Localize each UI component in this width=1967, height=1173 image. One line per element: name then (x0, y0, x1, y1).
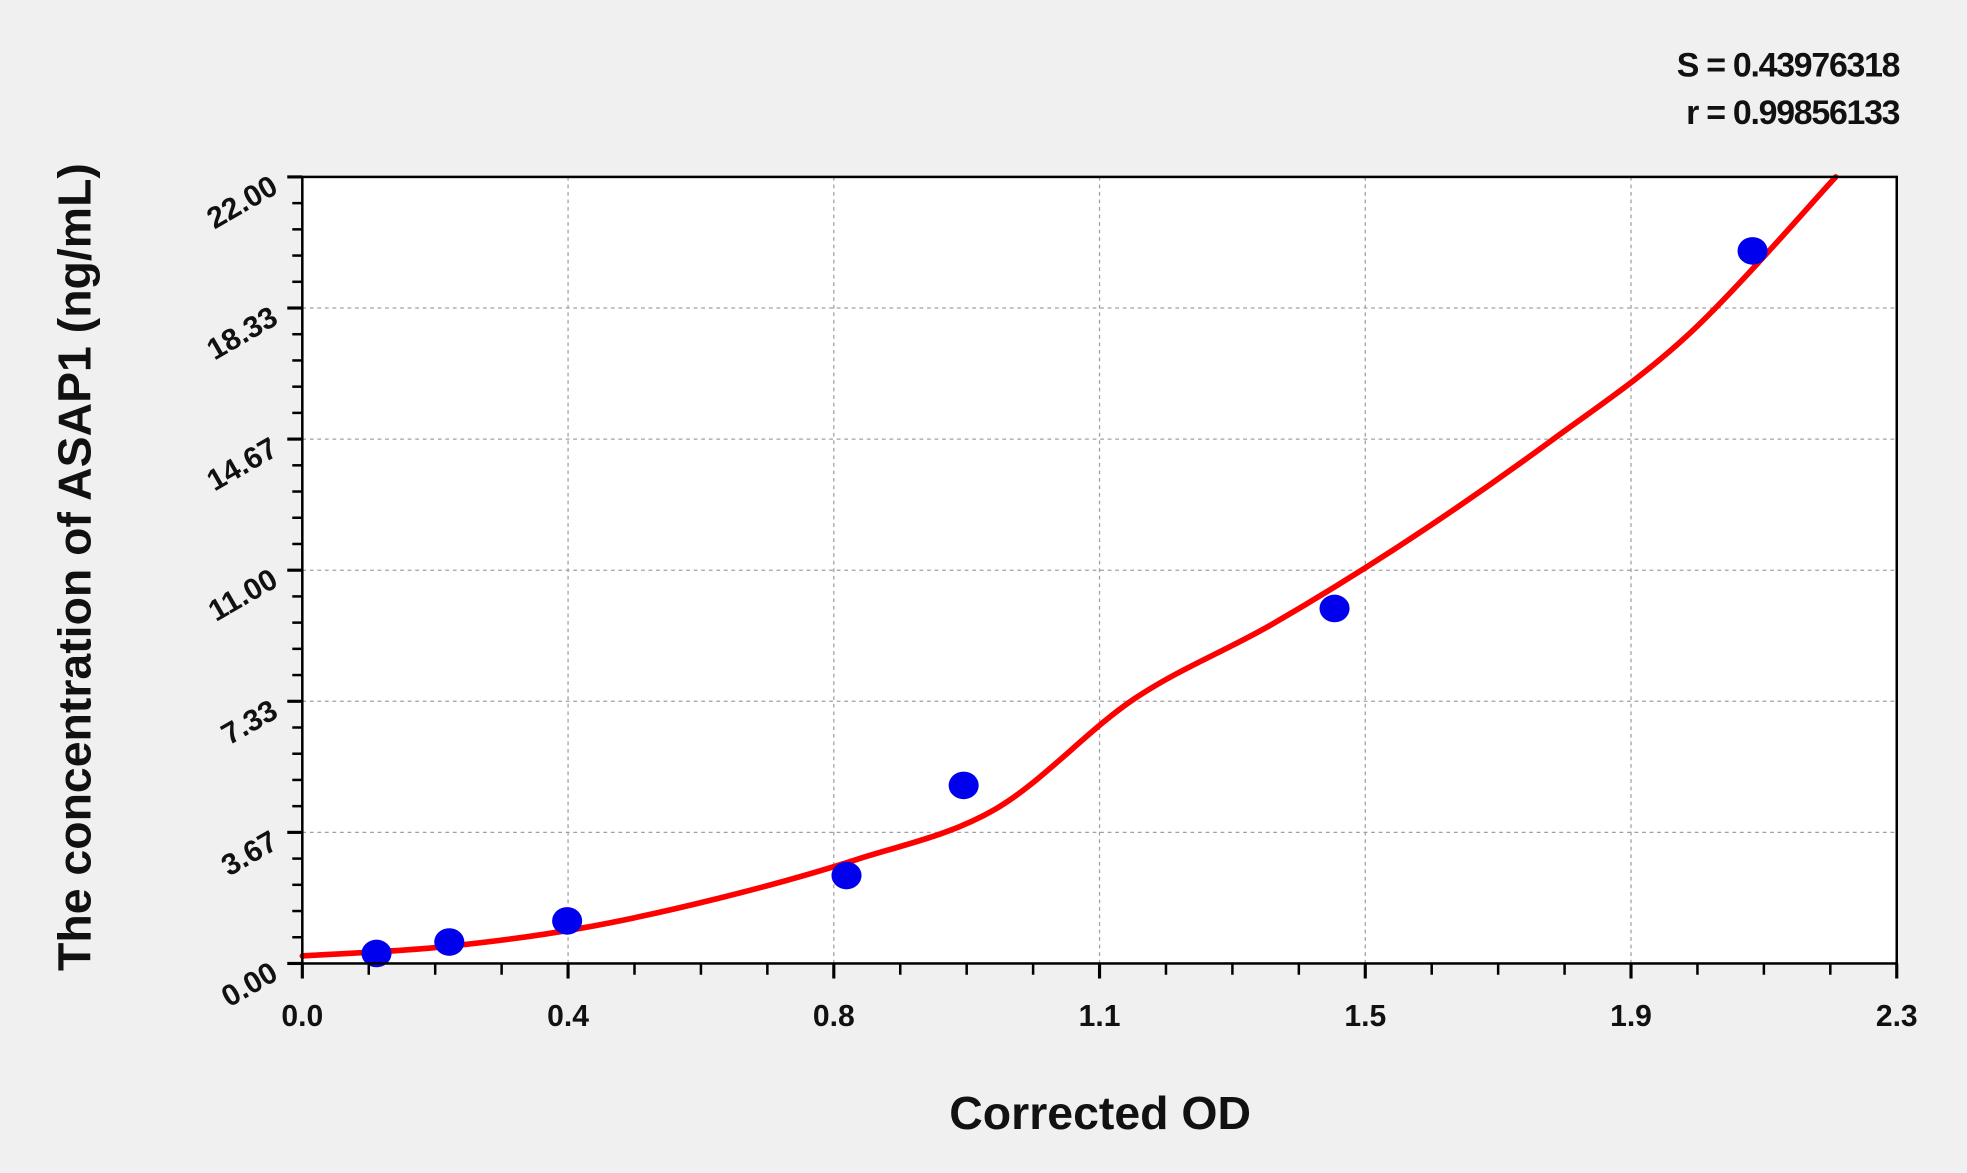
data-point (831, 861, 862, 890)
data-point (552, 907, 583, 935)
y-tick-label: 11.00 (203, 563, 283, 628)
y-axis-label: The concentration of ASAP1 (ng/mL) (48, 163, 100, 971)
gridlines (302, 176, 1897, 964)
x-tick-label: 2.3 (1876, 1000, 1918, 1033)
x-tick-label: 0.0 (281, 1000, 323, 1033)
x-tick-label: 1.9 (1610, 1000, 1652, 1033)
x-tick-label: 1.5 (1344, 1000, 1386, 1033)
data-point (948, 771, 979, 800)
y-tick-label: 3.67 (216, 825, 283, 883)
axis-ticks (287, 175, 1899, 979)
data-points-layer (361, 237, 1768, 968)
data-point (361, 939, 392, 968)
stat-s: S = 0.43976318 (1677, 47, 1900, 85)
x-tick-label: 0.8 (813, 1000, 855, 1033)
data-point (1319, 594, 1350, 623)
stat-r: r = 0.99856133 (1686, 94, 1900, 132)
y-tick-label: 18.33 (202, 301, 284, 367)
y-tick-label: 14.67 (202, 432, 284, 498)
data-point (434, 928, 465, 956)
y-tick-label: 7.33 (216, 694, 283, 752)
x-axis-label: Corrected OD (949, 1087, 1251, 1139)
y-tick-label: 22.00 (202, 169, 284, 235)
data-point (1737, 237, 1768, 265)
y-tick-label: 0.00 (216, 956, 283, 1014)
x-tick-label: 0.4 (547, 1000, 589, 1033)
x-tick-label: 1.1 (1079, 1000, 1121, 1033)
x-tick-labels: 0.0 0.4 0.8 1.1 1.5 1.9 2.3 (281, 1000, 1917, 1033)
y-tick-labels: 0.00 3.67 7.33 11.00 14.67 18.33 22.00 (202, 169, 284, 1013)
